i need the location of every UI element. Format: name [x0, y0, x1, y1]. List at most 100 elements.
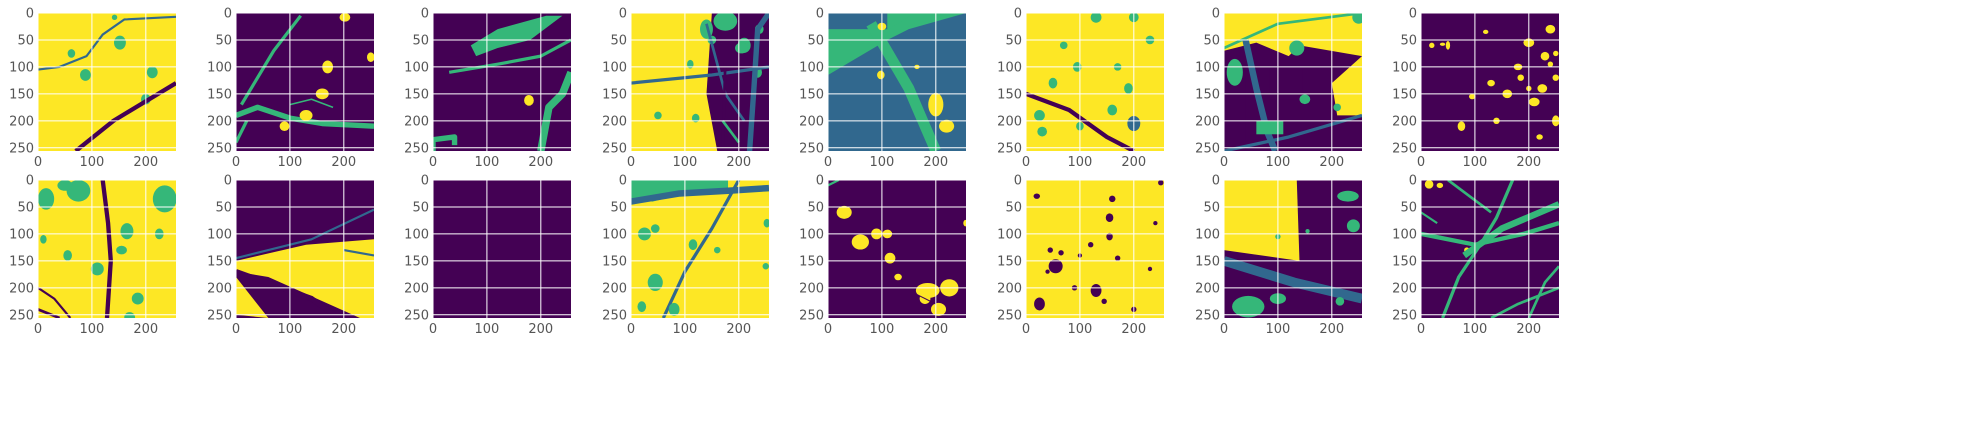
y-tick-label: 100 [799, 60, 824, 75]
y-tick-label: 0 [619, 7, 627, 22]
mask-region-class-2 [1352, 13, 1362, 24]
mask-region-class-0 [914, 292, 937, 305]
mask-region-class-3 [1224, 13, 1362, 57]
y-tick-label: 200 [9, 114, 34, 129]
y-tick-label: 0 [1212, 7, 1220, 22]
y-tick-label: 50 [807, 200, 824, 215]
x-tick-label: 200 [923, 322, 948, 337]
y-tick-label: 50 [1400, 200, 1417, 215]
mask-region-class-2 [714, 246, 721, 254]
y-tick-label: 150 [1392, 87, 1417, 102]
x-tick-label: 200 [133, 322, 158, 337]
mask-region-class-0 [1147, 266, 1153, 272]
mask-region-class-2 [1124, 83, 1133, 94]
mask-region-class-3 [1537, 84, 1548, 93]
mask-region-class-2 [146, 66, 158, 79]
mask-region-class-3 [1482, 29, 1489, 35]
mask-region-class-1 [236, 208, 374, 260]
y-tick-label: 0 [26, 7, 34, 22]
x-tick-label: 200 [331, 322, 356, 337]
mask-region-class-3 [836, 205, 852, 219]
mask-region-class-0 [1224, 77, 1246, 151]
mask-region-class-2 [38, 188, 55, 210]
mask-region-class-3 [1457, 121, 1466, 132]
mask-region-class-2 [735, 42, 748, 54]
mask-region-class-2 [1256, 120, 1284, 135]
y-tick-label: 50 [1005, 33, 1022, 48]
y-tick-label: 150 [9, 254, 34, 269]
y-tick-label: 250 [799, 141, 824, 156]
mask-region-class-3 [939, 119, 955, 133]
mask-region-class-2 [688, 239, 698, 251]
mask-region-class-0 [100, 180, 113, 318]
mask-region-class-2 [1441, 180, 1515, 318]
y-tick-label: 0 [224, 7, 232, 22]
y-tick-label: 200 [602, 114, 627, 129]
mask-region-class-0 [1047, 247, 1053, 253]
mask-region-class-2 [1335, 296, 1345, 306]
mask-panel: 0 100 200 0 50 100 150 200 250 [602, 7, 769, 170]
mask-region-class-2 [57, 180, 73, 191]
y-tick-label: 100 [1195, 60, 1220, 75]
y-tick-label: 150 [602, 87, 627, 102]
y-tick-label: 0 [421, 174, 429, 189]
x-tick-label: 200 [1121, 155, 1146, 170]
mask-region-class-0 [236, 269, 340, 318]
y-tick-label: 200 [799, 114, 824, 129]
mask-region-class-2 [866, 21, 941, 151]
mask-region-class-1 [631, 65, 769, 85]
x-tick-label: 100 [869, 155, 894, 170]
mask-panel: 0 100 200 0 50 100 150 200 250 [997, 7, 1164, 170]
mask-panel: 0 100 200 0 50 100 150 200 250 [1195, 174, 1362, 337]
mask-region-class-3 [1553, 50, 1559, 57]
y-tick-label: 150 [997, 87, 1022, 102]
mask-region-class-2 [67, 49, 76, 58]
y-tick-label: 200 [602, 281, 627, 296]
y-tick-label: 250 [997, 308, 1022, 323]
y-tick-label: 0 [1014, 7, 1022, 22]
y-tick-label: 200 [404, 114, 429, 129]
mask-region-class-2 [111, 14, 118, 21]
mask-region-class-2 [289, 98, 334, 109]
mask-region-class-0 [828, 180, 966, 318]
mask-region-class-2 [1421, 221, 1559, 247]
y-tick-label: 50 [215, 33, 232, 48]
mask-region-class-2 [637, 301, 647, 313]
mask-region-class-2 [470, 15, 563, 57]
mask-region-class-0 [1090, 284, 1102, 297]
y-tick-label: 200 [997, 114, 1022, 129]
y-tick-label: 50 [610, 200, 627, 215]
y-tick-label: 100 [602, 227, 627, 242]
y-tick-label: 200 [404, 281, 429, 296]
mask-region-class-3 [1436, 182, 1444, 189]
y-tick-label: 250 [9, 308, 34, 323]
y-tick-label: 50 [1005, 200, 1022, 215]
y-tick-label: 50 [610, 33, 627, 48]
y-tick-label: 50 [412, 33, 429, 48]
y-tick-label: 50 [215, 200, 232, 215]
x-tick-label: 200 [528, 155, 553, 170]
mask-region-class-3 [1528, 97, 1540, 107]
y-tick-label: 200 [799, 281, 824, 296]
mask-region-class-2 [1333, 103, 1341, 112]
mask-region-class-2 [721, 120, 740, 144]
y-tick-label: 250 [602, 308, 627, 323]
mask-region-class-0 [1045, 269, 1050, 274]
mask-region-class-0 [1269, 66, 1303, 100]
y-tick-label: 150 [799, 87, 824, 102]
mask-region-class-3 [1439, 42, 1446, 46]
mask-panel: 0 100 200 0 50 100 150 200 250 [9, 174, 176, 337]
mask-panel: 0 100 200 0 50 100 150 200 250 [602, 174, 769, 337]
y-tick-label: 150 [602, 254, 627, 269]
mask-region-class-0 [1087, 241, 1094, 248]
mask-region-class-2 [1226, 58, 1243, 86]
mask-region-class-0 [433, 180, 571, 318]
x-tick-label: 100 [1067, 155, 1092, 170]
y-tick-label: 150 [404, 254, 429, 269]
mask-region-class-2 [1034, 110, 1045, 121]
y-tick-label: 100 [404, 60, 429, 75]
mask-region-class-3 [236, 277, 269, 318]
mask-region-class-2 [1107, 104, 1118, 116]
mask-region-class-3 [1545, 24, 1556, 34]
x-tick-label: 0 [1417, 322, 1425, 337]
